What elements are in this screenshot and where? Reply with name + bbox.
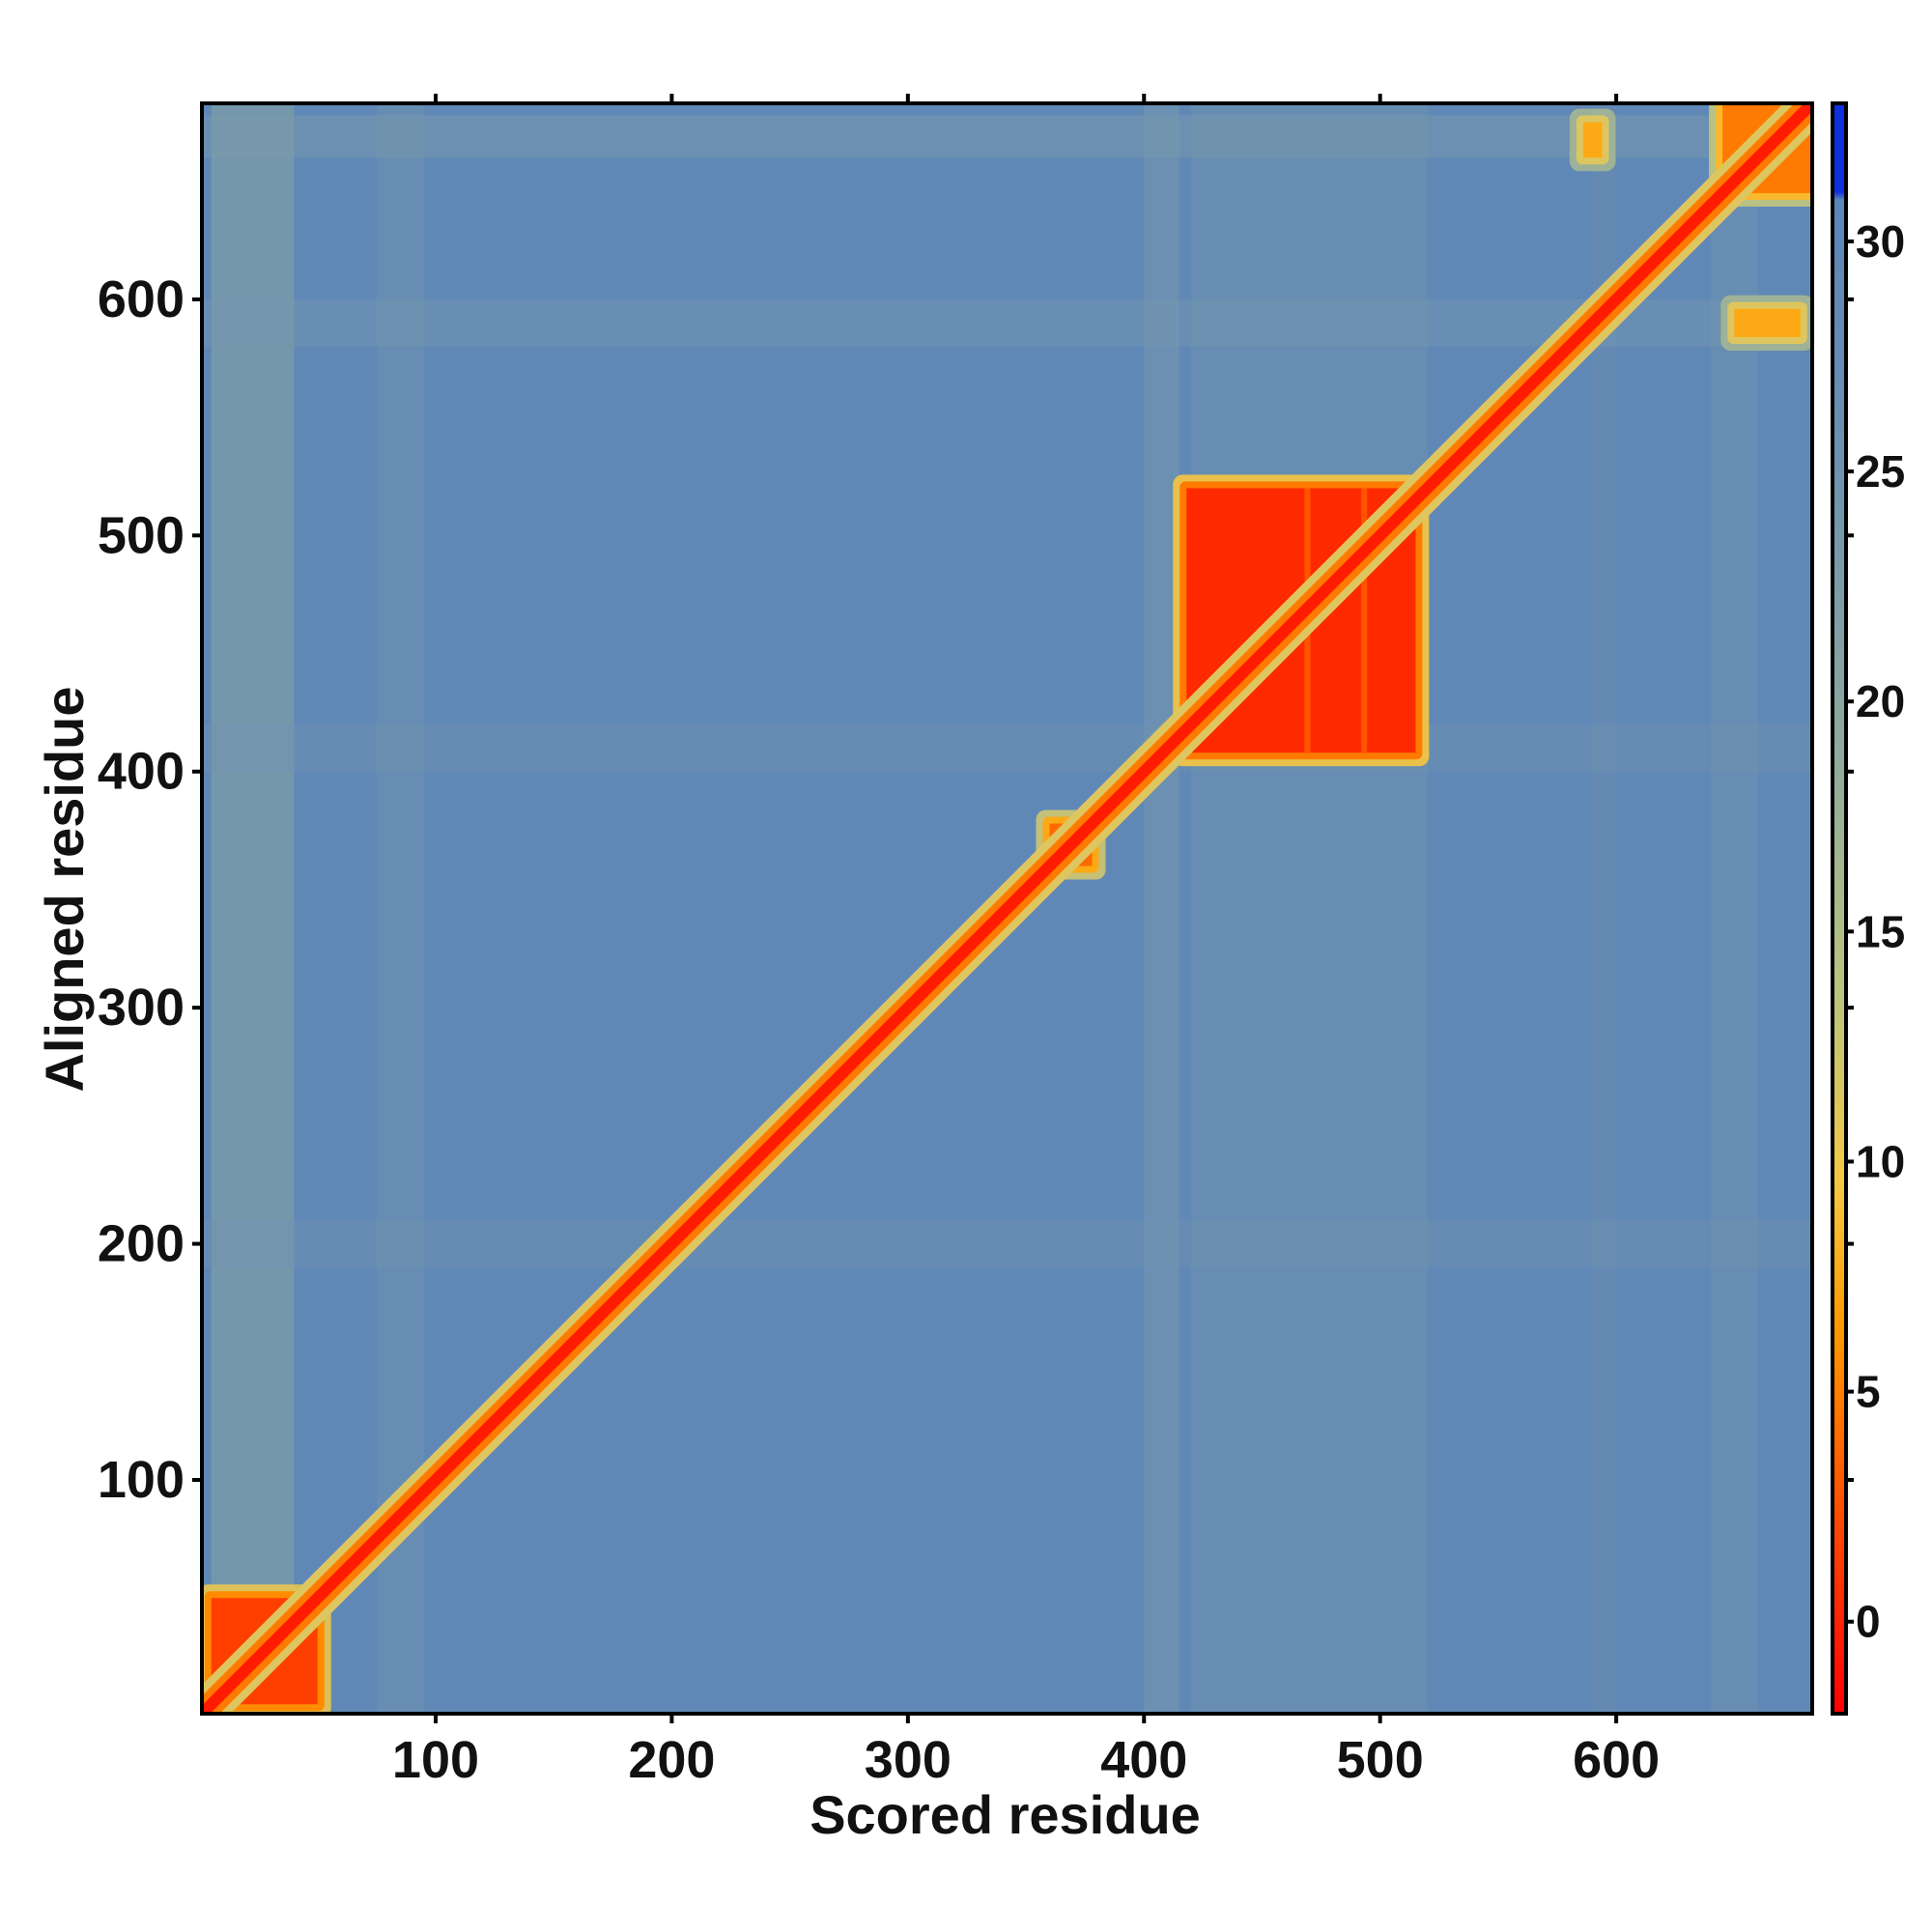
block-split-line	[1361, 488, 1368, 753]
vertical-band	[211, 103, 295, 1714]
off-diagonal-patch	[1734, 308, 1801, 337]
colorbar-ticks: 0 5 10 15 20 25 30	[1846, 216, 1905, 1647]
horizontal-band	[202, 1220, 1812, 1268]
off-diagonal-patch	[1582, 122, 1603, 158]
vertical-band	[1710, 103, 1758, 1714]
x-tick-label: 100	[392, 1731, 479, 1789]
colorbar: 0 5 10 15 20 25 30	[1831, 101, 1905, 1716]
horizontal-band	[202, 724, 1812, 772]
colorbar-tick-label: 30	[1856, 216, 1905, 267]
colorbar-tick-label: 15	[1856, 906, 1905, 956]
colorbar-gradient	[1831, 101, 1848, 1716]
x-axis-title: Scored residue	[810, 1784, 1201, 1845]
x-tick-label: 400	[1100, 1731, 1187, 1789]
colorbar-tick-label: 25	[1856, 446, 1905, 497]
y-tick-label: 300	[98, 979, 185, 1037]
diagonal-core	[202, 103, 1812, 1714]
vertical-band	[376, 103, 424, 1714]
y-tick-label: 200	[98, 1215, 185, 1273]
vertical-band	[1191, 103, 1428, 1714]
y-tick-label: 400	[98, 743, 185, 801]
colorbar-tick-label: 5	[1856, 1367, 1881, 1417]
heatmap-striations	[202, 103, 1812, 1714]
x-axis-ticks: 100 200 300 400 500 600	[392, 94, 1660, 1789]
x-tick-label: 200	[628, 1731, 715, 1789]
vertical-band	[1592, 103, 1617, 1714]
x-tick-label: 600	[1573, 1731, 1660, 1789]
x-tick-label: 300	[865, 1731, 952, 1789]
heatmap-diagonal	[202, 103, 1812, 1714]
heatmap-plot-area	[200, 101, 1814, 1716]
colorbar-tick-label: 20	[1856, 676, 1905, 726]
y-tick-label: 100	[98, 1451, 185, 1509]
y-axis-title: Aligned residue	[34, 686, 95, 1092]
y-axis-ticks: 100 200 300 400 500 600	[98, 270, 202, 1509]
plot-frame	[200, 101, 1814, 1716]
colorbar-tick-label: 10	[1856, 1136, 1905, 1186]
x-tick-label: 500	[1337, 1731, 1424, 1789]
horizontal-band	[202, 298, 1812, 347]
horizontal-band	[202, 115, 1812, 158]
y-tick-label: 600	[98, 270, 185, 328]
y-tick-label: 500	[98, 506, 185, 564]
vertical-band	[1144, 103, 1179, 1714]
colorbar-tick-label: 0	[1856, 1597, 1881, 1647]
